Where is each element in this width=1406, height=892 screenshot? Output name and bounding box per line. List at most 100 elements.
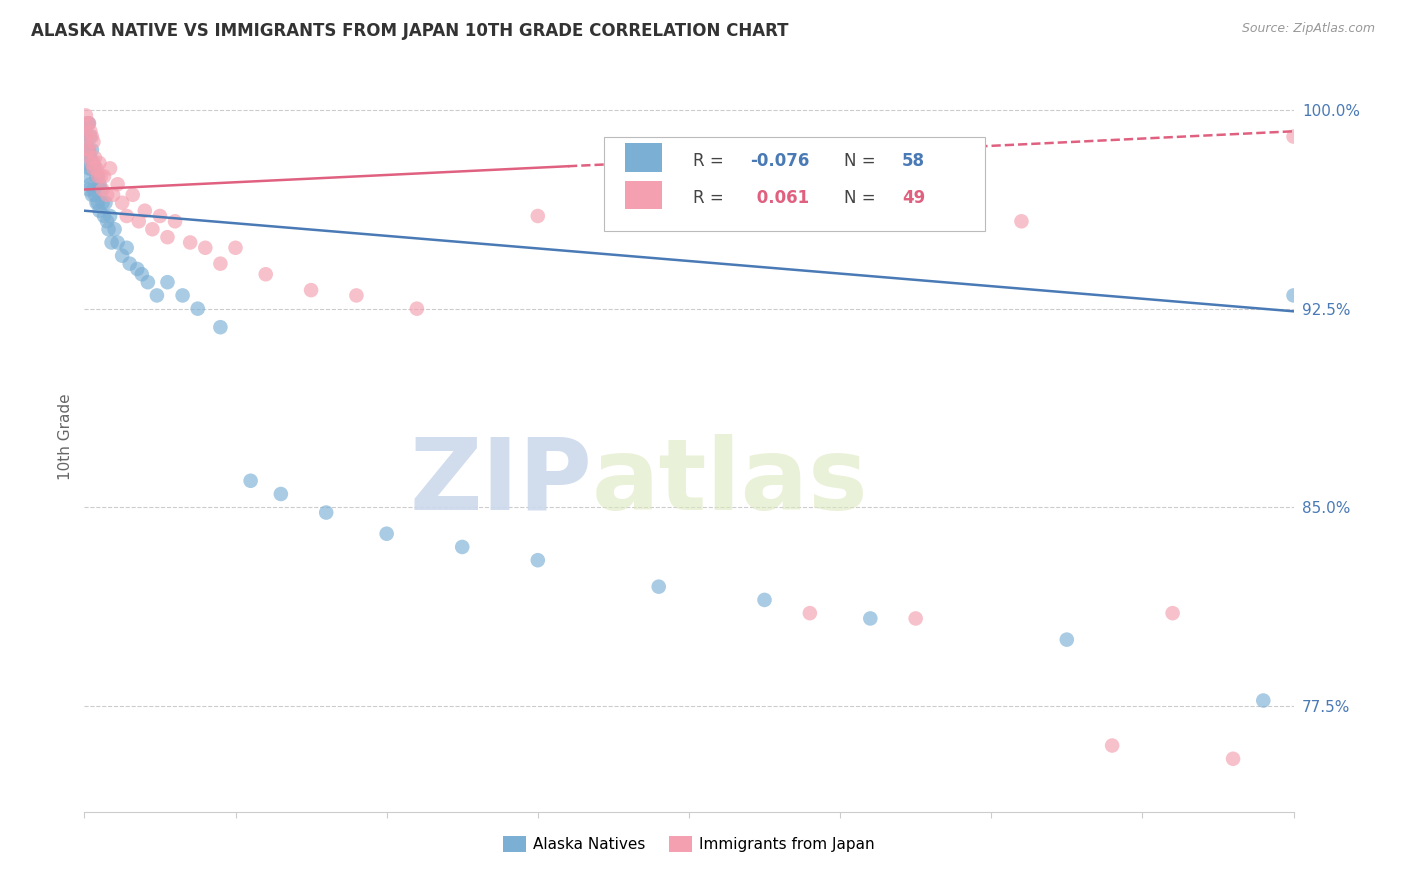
- Point: [80, 161, 103, 176]
- Point: [79, 129, 101, 144]
- Point: [79, 151, 101, 165]
- Point: [86, 195, 108, 210]
- Point: [98, 161, 121, 176]
- Text: atlas: atlas: [592, 434, 869, 531]
- Point: [87, 169, 110, 184]
- Point: [82, 135, 104, 149]
- Point: [86, 169, 108, 184]
- Point: [86, 161, 108, 176]
- Text: ALASKA NATIVE VS IMMIGRANTS FROM JAPAN 10TH GRADE CORRELATION CHART: ALASKA NATIVE VS IMMIGRANTS FROM JAPAN 1…: [31, 22, 789, 40]
- Point: [91, 182, 114, 196]
- Point: [96, 187, 118, 202]
- Point: [187, 301, 209, 316]
- Point: [76, 169, 98, 184]
- Point: [107, 178, 129, 192]
- Point: [111, 249, 134, 263]
- Point: [225, 241, 247, 255]
- Point: [89, 156, 111, 170]
- Point: [111, 195, 134, 210]
- Point: [131, 267, 153, 281]
- Text: R =: R =: [693, 152, 728, 169]
- Point: [648, 580, 671, 594]
- Point: [77, 143, 100, 157]
- Text: R =: R =: [693, 189, 728, 207]
- Text: N =: N =: [844, 189, 880, 207]
- Point: [315, 506, 337, 520]
- Text: Source: ZipAtlas.com: Source: ZipAtlas.com: [1241, 22, 1375, 36]
- Point: [859, 611, 882, 625]
- Point: [84, 151, 107, 165]
- Point: [149, 209, 172, 223]
- Point: [115, 241, 138, 255]
- Point: [254, 267, 277, 281]
- Point: [76, 143, 98, 157]
- Point: [77, 182, 100, 196]
- Point: [406, 301, 429, 316]
- Point: [96, 214, 118, 228]
- Y-axis label: 10th Grade: 10th Grade: [58, 393, 73, 481]
- Point: [107, 235, 129, 250]
- Point: [527, 209, 550, 223]
- Point: [156, 230, 179, 244]
- Point: [134, 203, 156, 218]
- Point: [209, 320, 232, 334]
- Point: [90, 169, 112, 184]
- Point: [82, 161, 104, 176]
- Point: [97, 222, 120, 236]
- Point: [93, 169, 115, 184]
- Text: 58: 58: [901, 152, 925, 169]
- Point: [79, 124, 101, 138]
- Point: [79, 178, 101, 192]
- Point: [75, 108, 97, 122]
- Point: [156, 275, 179, 289]
- Legend: Alaska Natives, Immigrants from Japan: Alaska Natives, Immigrants from Japan: [496, 830, 882, 858]
- Point: [1101, 739, 1123, 753]
- Point: [904, 611, 927, 625]
- Point: [101, 187, 124, 202]
- Point: [136, 275, 159, 289]
- Point: [451, 540, 474, 554]
- Point: [1282, 129, 1305, 144]
- Point: [77, 116, 100, 130]
- Point: [115, 209, 138, 223]
- Point: [80, 187, 103, 202]
- Point: [1011, 214, 1033, 228]
- Point: [77, 161, 100, 176]
- Point: [76, 116, 98, 130]
- Point: [98, 209, 121, 223]
- Point: [754, 593, 776, 607]
- Point: [299, 283, 322, 297]
- Point: [346, 288, 368, 302]
- Point: [80, 143, 103, 157]
- Point: [209, 257, 232, 271]
- Text: ZIP: ZIP: [409, 434, 592, 531]
- Point: [146, 288, 169, 302]
- Bar: [624, 181, 662, 210]
- Point: [89, 178, 111, 192]
- Point: [76, 143, 98, 157]
- Point: [100, 235, 122, 250]
- Point: [799, 606, 821, 620]
- Bar: [624, 144, 662, 172]
- Point: [121, 187, 143, 202]
- Point: [375, 526, 398, 541]
- Point: [94, 195, 117, 210]
- Point: [179, 235, 201, 250]
- Point: [194, 241, 217, 255]
- Point: [80, 129, 103, 144]
- FancyBboxPatch shape: [605, 137, 986, 231]
- Point: [1161, 606, 1184, 620]
- Point: [1253, 693, 1275, 707]
- Point: [82, 156, 104, 170]
- Point: [93, 209, 115, 223]
- Point: [91, 195, 114, 210]
- Point: [87, 169, 110, 184]
- Point: [79, 151, 101, 165]
- Point: [82, 182, 104, 196]
- Point: [84, 161, 107, 176]
- Point: [165, 214, 187, 228]
- Point: [128, 214, 150, 228]
- Point: [648, 214, 671, 228]
- Point: [77, 116, 100, 130]
- Point: [104, 222, 127, 236]
